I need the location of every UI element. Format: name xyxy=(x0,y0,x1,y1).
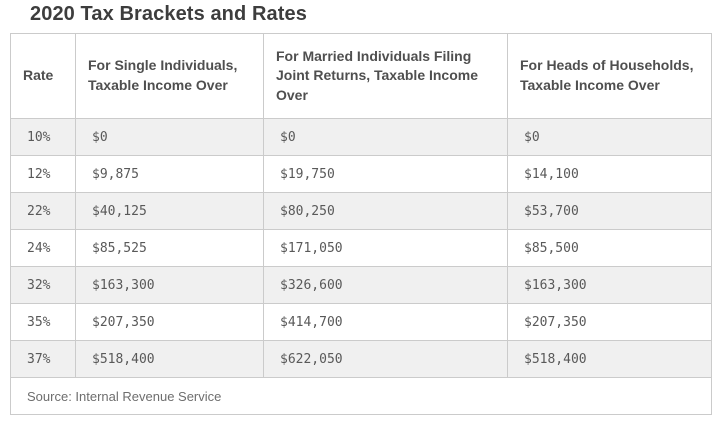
column-header-head-of-household: For Heads of Households, Taxable Income … xyxy=(507,33,712,119)
rate-cell: 35% xyxy=(10,303,76,341)
column-header-married-joint: For Married Individuals Filing Joint Ret… xyxy=(263,33,508,119)
page-title: 2020 Tax Brackets and Rates xyxy=(30,3,307,25)
rate-cell: 32% xyxy=(10,266,76,304)
threshold-cell: $0 xyxy=(75,118,264,156)
threshold-cell: $0 xyxy=(263,118,508,156)
threshold-cell: $518,400 xyxy=(75,340,264,378)
table-row: 24% $85,525 $171,050 $85,500 xyxy=(10,229,712,267)
source-row: Source: Internal Revenue Service xyxy=(10,377,712,415)
threshold-cell: $80,250 xyxy=(263,192,508,230)
threshold-cell: $163,300 xyxy=(507,266,712,304)
table-row: 22% $40,125 $80,250 $53,700 xyxy=(10,192,712,230)
table-header-row: Rate For Single Individuals, Taxable Inc… xyxy=(10,33,712,119)
table-row: 32% $163,300 $326,600 $163,300 xyxy=(10,266,712,304)
source-note: Source: Internal Revenue Service xyxy=(10,377,712,415)
table-row: 12% $9,875 $19,750 $14,100 xyxy=(10,155,712,193)
threshold-cell: $622,050 xyxy=(263,340,508,378)
rate-cell: 24% xyxy=(10,229,76,267)
column-header-single: For Single Individuals, Taxable Income O… xyxy=(75,33,264,119)
table-row: 37% $518,400 $622,050 $518,400 xyxy=(10,340,712,378)
table-row: 10% $0 $0 $0 xyxy=(10,118,712,156)
table-footer: Source: Internal Revenue Service xyxy=(10,377,712,415)
rate-cell: 10% xyxy=(10,118,76,156)
rate-cell: 22% xyxy=(10,192,76,230)
rate-cell: 12% xyxy=(10,155,76,193)
tax-brackets-table: Rate For Single Individuals, Taxable Inc… xyxy=(10,33,712,415)
threshold-cell: $207,350 xyxy=(75,303,264,341)
table-body: 10% $0 $0 $0 12% $9,875 $19,750 $14,100 22% $40,1… xyxy=(10,118,712,378)
threshold-cell: $163,300 xyxy=(75,266,264,304)
table-row: 35% $207,350 $414,700 $207,350 xyxy=(10,303,712,341)
threshold-cell: $326,600 xyxy=(263,266,508,304)
rate-cell: 37% xyxy=(10,340,76,378)
threshold-cell: $9,875 xyxy=(75,155,264,193)
threshold-cell: $518,400 xyxy=(507,340,712,378)
threshold-cell: $171,050 xyxy=(263,229,508,267)
threshold-cell: $85,525 xyxy=(75,229,264,267)
column-header-rate: Rate xyxy=(10,33,76,119)
threshold-cell: $53,700 xyxy=(507,192,712,230)
threshold-cell: $414,700 xyxy=(263,303,508,341)
table-header: Rate For Single Individuals, Taxable Inc… xyxy=(10,33,712,119)
threshold-cell: $207,350 xyxy=(507,303,712,341)
threshold-cell: $40,125 xyxy=(75,192,264,230)
threshold-cell: $85,500 xyxy=(507,229,712,267)
threshold-cell: $14,100 xyxy=(507,155,712,193)
threshold-cell: $19,750 xyxy=(263,155,508,193)
threshold-cell: $0 xyxy=(507,118,712,156)
